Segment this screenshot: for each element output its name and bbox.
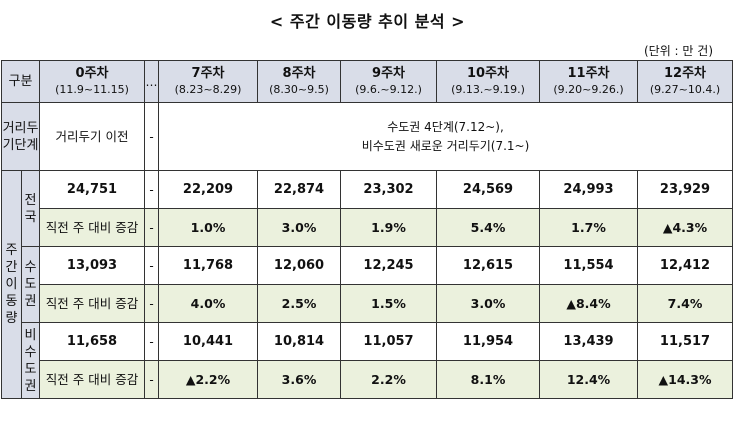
volume-cell: 11,517 <box>637 322 734 361</box>
distancing-week0: 거리두기 이전 <box>39 102 146 171</box>
change-cell: 1.7% <box>539 208 639 247</box>
change-cell: ▲4.3% <box>637 208 734 247</box>
week-label: 9주차 <box>372 66 405 81</box>
week-label: 11주차 <box>567 66 610 81</box>
volume-cell: 12,060 <box>257 246 342 285</box>
change-cell: 1.0% <box>158 208 259 247</box>
change-label: 직전 주 대비 증감 <box>39 208 146 247</box>
distancing-line-1: 수도권 4단계(7.12~), <box>387 119 504 134</box>
volume-cell: 11,554 <box>539 246 639 285</box>
table-row: 비수도권 11,658 - 10,441 10,814 11,057 11,95… <box>2 322 734 399</box>
header-week-10: 10주차 (9.13.~9.19.) <box>436 60 541 103</box>
region-label: 전국 <box>20 170 41 247</box>
header-corner: 구분 <box>0 60 41 103</box>
change-cell: ▲14.3% <box>637 360 734 399</box>
page-title: < 주간 이동량 추이 분석 > <box>269 12 466 31</box>
group-label: 주간이동량 <box>1 170 22 399</box>
change-cell: 1.9% <box>340 208 438 247</box>
dash-cell: - <box>144 360 160 399</box>
distancing-dash: - <box>144 102 160 171</box>
distancing-note: 수도권 4단계(7.12~), 비수도권 새로운 거리두기(7.1~) <box>158 102 734 171</box>
week-dates: (11.9~11.15) <box>55 83 129 96</box>
dash-cell: - <box>144 322 160 361</box>
change-label: 직전 주 대비 증감 <box>39 360 146 399</box>
change-cell: ▲8.4% <box>539 284 639 323</box>
change-cell: 3.0% <box>257 208 342 247</box>
volume-cell: 12,412 <box>637 246 734 285</box>
change-cell: 5.4% <box>436 208 541 247</box>
change-cell: 3.0% <box>436 284 541 323</box>
distancing-line-2: 비수도권 새로운 거리두기(7.1~) <box>361 138 530 153</box>
table-row: 직전 주 대비 증감 - 1.0% 3.0% 1.9% 5.4% 1.7% ▲4… <box>1 208 734 247</box>
change-cell: 3.6% <box>257 360 342 399</box>
volume-cell: 24,993 <box>539 170 639 209</box>
mobility-table: 구분 0주차 (11.9~11.15) … 7주차 (8.23~8.29) 8주… <box>0 60 734 399</box>
volume-cell: 11,768 <box>158 246 259 285</box>
volume-cell: 24,569 <box>436 170 541 209</box>
change-cell: ▲2.2% <box>158 360 259 399</box>
volume-cell: 10,814 <box>257 322 342 361</box>
volume-cell: 22,209 <box>158 170 259 209</box>
dash-cell: - <box>144 246 160 285</box>
distancing-row: 거리두기단계 거리두기 이전 - 수도권 4단계(7.12~), 비수도권 새로… <box>0 102 734 171</box>
volume-cell: 24,751 <box>39 170 146 209</box>
volume-cell: 11,954 <box>436 322 541 361</box>
week-dates: (9.6.~9.12.) <box>355 83 422 96</box>
volume-cell: 12,245 <box>340 246 438 285</box>
change-cell: 7.4% <box>637 284 734 323</box>
week-dates: (9.20~9.26.) <box>553 83 624 96</box>
change-cell: 12.4% <box>539 360 639 399</box>
week-dates: (8.23~8.29) <box>174 83 242 96</box>
dash-cell: - <box>144 284 160 323</box>
header-week-0: 0주차 (11.9~11.15) <box>39 60 146 103</box>
dash-cell: - <box>144 170 160 209</box>
header-week-9: 9주차 (9.6.~9.12.) <box>340 60 438 103</box>
header-week-8: 8주차 (8.30~9.5) <box>257 60 342 103</box>
region-label: 비수도권 <box>20 322 41 399</box>
change-cell: 4.0% <box>158 284 259 323</box>
header-row: 구분 0주차 (11.9~11.15) … 7주차 (8.23~8.29) 8주… <box>0 60 734 103</box>
header-week-12: 12주차 (9.27~10.4.) <box>637 60 734 103</box>
header-week-11: 11주차 (9.20~9.26.) <box>539 60 639 103</box>
volume-cell: 22,874 <box>257 170 342 209</box>
volume-cell: 11,658 <box>39 322 146 361</box>
week-label: 8주차 <box>282 66 316 81</box>
dash-cell: - <box>144 208 160 247</box>
week-label: 12주차 <box>664 66 707 81</box>
week-label: 10주차 <box>467 66 510 81</box>
unit-note: (단위 : 만 건) <box>643 44 713 58</box>
week-dates: (9.13.~9.19.) <box>451 83 525 96</box>
volume-cell: 12,615 <box>436 246 541 285</box>
change-cell: 2.5% <box>257 284 342 323</box>
week-label: 7주차 <box>191 66 225 81</box>
volume-cell: 23,929 <box>637 170 734 209</box>
volume-cell: 13,093 <box>39 246 146 285</box>
table-row: 직전 주 대비 증감 - 4.0% 2.5% 1.5% 3.0% ▲8.4% 7… <box>1 284 734 323</box>
week-dates: (8.30~9.5) <box>269 83 329 96</box>
region-label: 수도권 <box>20 246 41 323</box>
week-dates: (9.27~10.4.) <box>649 83 721 96</box>
week-label: 0주차 <box>75 66 109 81</box>
change-cell: 1.5% <box>340 284 438 323</box>
change-cell: 8.1% <box>436 360 541 399</box>
volume-cell: 13,439 <box>539 322 639 361</box>
table-row: 주간이동량 전국 24,751 - 22,209 22,874 23,302 2… <box>1 170 734 399</box>
change-label: 직전 주 대비 증감 <box>39 284 146 323</box>
change-cell: 2.2% <box>340 360 438 399</box>
distancing-label: 거리두기단계 <box>0 102 41 171</box>
table-row: 직전 주 대비 증감 - ▲2.2% 3.6% 2.2% 8.1% 12.4% … <box>1 360 734 399</box>
volume-cell: 10,441 <box>158 322 259 361</box>
table-row: 수도권 13,093 - 11,768 12,060 12,245 12,615… <box>2 246 734 323</box>
header-week-7: 7주차 (8.23~8.29) <box>158 60 259 103</box>
volume-cell: 11,057 <box>340 322 438 361</box>
volume-cell: 23,302 <box>340 170 438 209</box>
header-ellipsis: … <box>144 60 160 103</box>
